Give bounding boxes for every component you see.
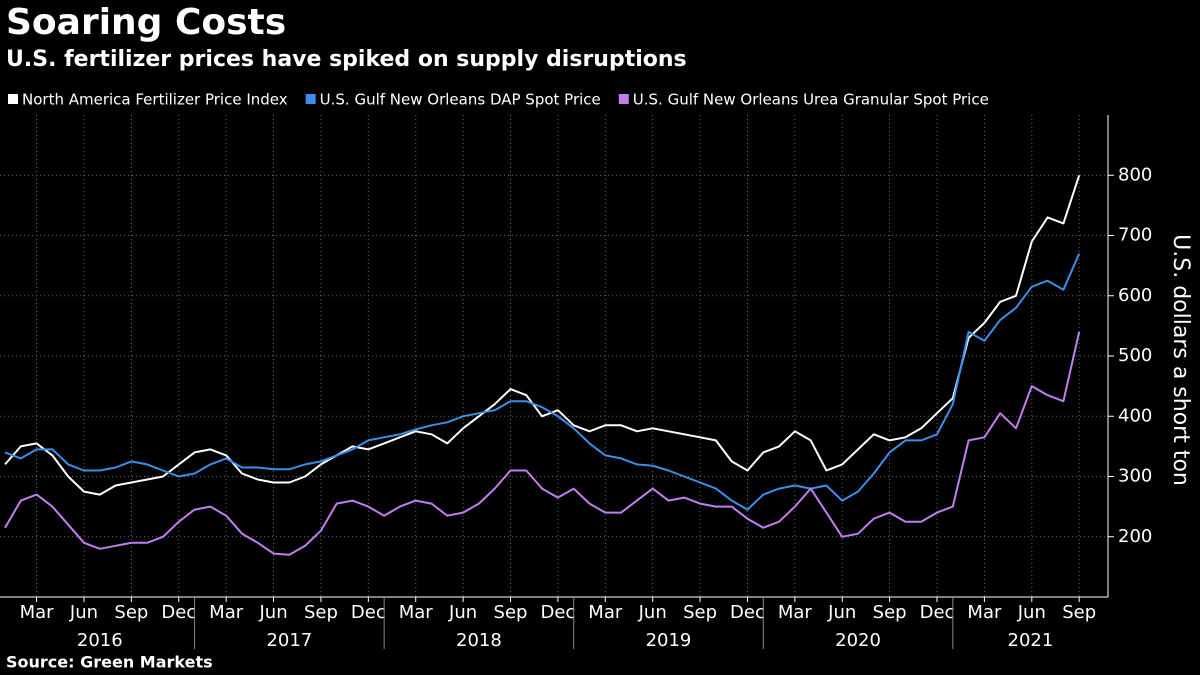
year-label: 2018 (456, 630, 502, 651)
year-label: 2020 (835, 630, 881, 651)
y-tick-label: 200 (1118, 526, 1152, 547)
x-tick-label: Jun (258, 602, 287, 623)
year-label: 2021 (1008, 630, 1054, 651)
series-line (4, 174, 1081, 496)
y-tick-label: 800 (1118, 164, 1152, 185)
x-tick-label: Sep (683, 602, 717, 623)
y-axis-label: U.S. dollars a short ton (1168, 234, 1193, 486)
y-tick-label: 400 (1118, 405, 1152, 426)
x-tick-label: Dec (540, 602, 575, 623)
x-tick-label: Jun (448, 602, 477, 623)
legend-swatch (8, 94, 18, 104)
x-tick-label: Sep (873, 602, 907, 623)
legend-label: U.S. Gulf New Orleans DAP Spot Price (320, 91, 601, 109)
x-tick-label: Mar (778, 602, 813, 623)
x-tick-label: Jun (1017, 602, 1046, 623)
y-tick-label: 500 (1118, 345, 1152, 366)
x-tick-label: Sep (1062, 602, 1096, 623)
x-tick-label: Mar (967, 602, 1002, 623)
chart-subtitle: U.S. fertilizer prices have spiked on su… (6, 47, 687, 72)
legend-swatch (618, 94, 629, 104)
x-tick-label: Dec (730, 602, 765, 623)
year-label: 2016 (77, 630, 123, 651)
x-tick-label: Dec (920, 602, 955, 623)
x-tick-label: Dec (161, 602, 196, 623)
y-tick-label: 700 (1118, 225, 1152, 246)
legend-label: North America Fertilizer Price Index (22, 91, 288, 109)
x-tick-label: Mar (399, 602, 434, 623)
series-line (4, 331, 1081, 556)
x-tick-label: Mar (588, 602, 623, 623)
x-tick-label: Sep (304, 602, 338, 623)
x-tick-label: Mar (20, 602, 55, 623)
x-tick-label: Sep (114, 602, 148, 623)
legend-label: U.S. Gulf New Orleans Urea Granular Spot… (633, 91, 989, 109)
x-tick-label: Dec (351, 602, 386, 623)
year-label: 2019 (646, 630, 692, 651)
y-tick-label: 600 (1118, 285, 1152, 306)
x-tick-label: Mar (209, 602, 244, 623)
source: Source: Green Markets (6, 653, 213, 672)
x-tick-label: Jun (69, 602, 98, 623)
chart-title: Soaring Costs (6, 2, 286, 43)
legend-swatch (305, 94, 316, 104)
series-line (4, 253, 1081, 511)
y-tick-label: 300 (1118, 466, 1152, 487)
x-tick-label: Jun (827, 602, 856, 623)
x-tick-label: Sep (494, 602, 528, 623)
x-tick-label: Jun (638, 602, 667, 623)
year-label: 2017 (266, 630, 312, 651)
